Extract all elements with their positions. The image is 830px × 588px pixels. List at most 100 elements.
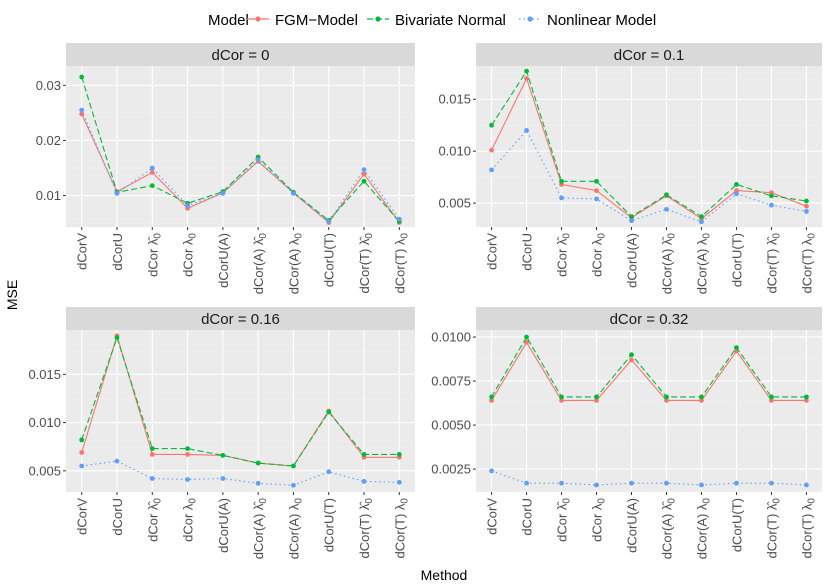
data-point bbox=[524, 127, 529, 133]
x-tick-label: dCorU(T) bbox=[729, 233, 744, 287]
y-tick-label: 0.03 bbox=[36, 78, 61, 93]
y-tick-label: 0.015 bbox=[28, 367, 61, 382]
legend-item: Bivariate Normal bbox=[367, 12, 506, 29]
data-point bbox=[291, 190, 296, 196]
plot-area bbox=[66, 66, 415, 227]
panel-strip bbox=[66, 307, 415, 330]
series bbox=[489, 68, 809, 220]
y-tick-label: 0.005 bbox=[438, 196, 471, 211]
x-tick-label: dCor λ̂0 bbox=[555, 233, 573, 277]
data-point bbox=[114, 458, 120, 464]
series bbox=[489, 339, 809, 403]
series bbox=[79, 107, 402, 224]
panel-strip bbox=[476, 43, 822, 66]
x-tick-label: dCor λ̂0 bbox=[145, 233, 163, 277]
data-point bbox=[559, 178, 564, 184]
data-point bbox=[79, 437, 85, 443]
x-tick-label: dCor(T) λ0 bbox=[799, 498, 817, 559]
x-tick-label: dCor(T) λ0 bbox=[799, 233, 817, 294]
data-point bbox=[220, 190, 226, 196]
x-tick-label: dCor(T) λ̂0 bbox=[764, 498, 782, 559]
x-axis-title: Method bbox=[421, 567, 468, 583]
data-point bbox=[79, 463, 85, 469]
x-tick-label: dCor(A) λ0 bbox=[286, 233, 304, 295]
data-point bbox=[769, 202, 774, 208]
data-point bbox=[220, 452, 226, 458]
data-point bbox=[79, 111, 85, 117]
data-point bbox=[149, 451, 155, 457]
data-point bbox=[734, 182, 739, 187]
x-tick-label: dCor(A) λ0 bbox=[694, 233, 712, 295]
plot-area bbox=[476, 66, 822, 227]
data-point bbox=[185, 203, 190, 208]
x-tick-label: dCor(T) λ̂0 bbox=[357, 233, 375, 294]
data-point bbox=[361, 171, 367, 177]
series-line bbox=[491, 69, 807, 218]
data-point bbox=[594, 196, 599, 202]
data-point bbox=[361, 167, 367, 173]
data-point bbox=[804, 203, 809, 209]
series-line bbox=[491, 77, 807, 220]
data-point bbox=[629, 480, 634, 486]
data-point bbox=[804, 398, 809, 403]
x-tick-label: dCor(A) λ̂0 bbox=[659, 498, 677, 560]
x-tick-label: dCor(A) λ̂0 bbox=[251, 498, 269, 560]
data-point bbox=[594, 398, 599, 403]
series bbox=[489, 334, 809, 400]
legend-key-point bbox=[527, 16, 533, 22]
data-point bbox=[326, 409, 332, 415]
panel: dCor = 0.1 0.005 0.010 0.015 dCorV dCorU dCor … bbox=[438, 43, 822, 294]
data-point bbox=[489, 122, 494, 128]
legend-label: FGM−Model bbox=[275, 12, 358, 29]
x-tick-label: dCor(T) λ0 bbox=[392, 233, 410, 294]
plot-area bbox=[66, 330, 415, 492]
x-tick-label: dCorU(A) bbox=[216, 233, 231, 288]
x-tick-label: dCorU(A) bbox=[216, 498, 231, 553]
panel: dCor = 0 0.01 0.02 0.03 dCorV dCorU dCor λ̂0 dC… bbox=[36, 43, 415, 294]
y-axis-title: MSE bbox=[4, 280, 20, 310]
data-point bbox=[699, 398, 704, 403]
data-point bbox=[185, 446, 190, 452]
data-point bbox=[664, 394, 669, 400]
series-line bbox=[81, 113, 400, 224]
data-point bbox=[326, 219, 332, 224]
x-tick-label: dCorU(T) bbox=[729, 498, 744, 552]
series-line bbox=[81, 460, 400, 486]
data-point bbox=[699, 394, 704, 400]
data-point bbox=[361, 451, 367, 457]
series-line bbox=[491, 341, 807, 401]
panel: dCor = 0.32 0.0025 0.0050 0.0075 0.0100 dCorV… bbox=[431, 307, 822, 559]
data-point bbox=[489, 147, 494, 153]
data-point bbox=[220, 476, 226, 481]
x-tick-label: dCorV bbox=[485, 233, 500, 270]
data-point bbox=[734, 191, 739, 197]
x-tick-label: dCor λ0 bbox=[181, 233, 199, 277]
data-point bbox=[699, 219, 704, 225]
panel-title: dCor = 0.1 bbox=[614, 47, 684, 64]
data-point bbox=[185, 477, 190, 482]
legend-item: Nonlinear Model bbox=[519, 12, 656, 29]
x-tick-label: dCorU bbox=[520, 498, 535, 536]
data-point bbox=[594, 394, 599, 400]
legend-label: Bivariate Normal bbox=[395, 12, 506, 29]
y-tick-label: 0.005 bbox=[28, 463, 61, 478]
series-line bbox=[491, 129, 807, 223]
data-point bbox=[149, 476, 155, 481]
series-line bbox=[81, 76, 400, 222]
data-point bbox=[804, 482, 809, 488]
data-point bbox=[291, 463, 296, 469]
y-tick-label: 0.02 bbox=[36, 133, 61, 148]
x-tick-label: dCor(T) λ̂0 bbox=[357, 498, 375, 559]
plot-area bbox=[476, 330, 822, 492]
x-tick-label: dCor λ̂0 bbox=[555, 498, 573, 542]
data-point bbox=[734, 480, 739, 486]
data-point bbox=[489, 398, 494, 403]
x-tick-label: dCor(A) λ0 bbox=[286, 498, 304, 560]
data-point bbox=[79, 107, 85, 113]
legend-key-point bbox=[375, 16, 381, 22]
data-point bbox=[79, 450, 85, 455]
legend: Model FGM−Model Bivariate Normal Nonlinear… bbox=[208, 12, 656, 29]
x-tick-label: dCor λ̂0 bbox=[145, 498, 163, 542]
x-tick-label: dCorV bbox=[485, 498, 500, 535]
